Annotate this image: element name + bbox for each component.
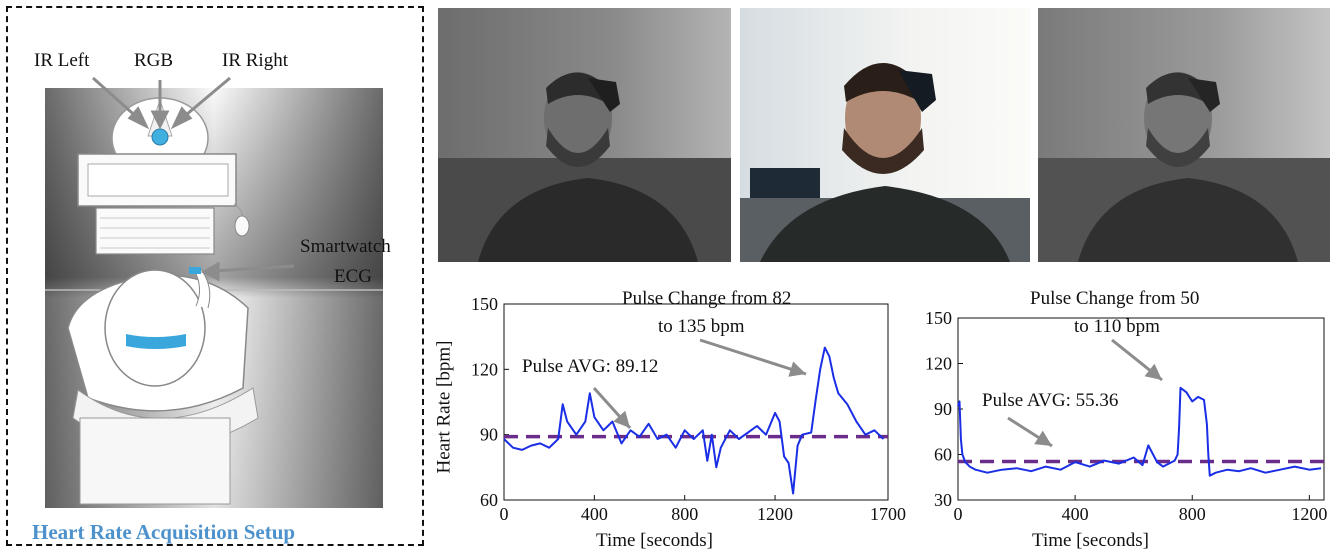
mouse-icon [234,215,250,237]
chart-2-xtick-label: 800 [1179,504,1206,524]
chart-1-xlabel: Time [seconds] [596,530,713,551]
chart-2-avg-label: Pulse AVG: 55.36 [982,390,1119,411]
chart-1-ytick-label: 150 [471,294,498,314]
headband-icon [126,334,186,349]
setup-title: Heart Rate Acquisition Setup [32,520,296,544]
chart-1-xtick-label: 0 [500,504,509,524]
chart-2-svg: 0 400 800 1200 30 60 90 120 150 [925,308,1327,524]
desk-seat [79,417,231,505]
photo-ir-left [438,8,731,262]
chart-2-xtick-label: 0 [954,504,963,524]
chart-1-xtick-label: 1200 [757,504,793,524]
chart-1-ylabel: Heart Rate [bpm] [433,340,455,474]
chart-2-ytick-label: 60 [934,445,952,465]
chart-1-ytick-label: 120 [471,359,498,379]
chart-1-xtick-label: 400 [581,504,608,524]
chart-1-svg: 0 400 800 1200 1700 60 90 120 150 [471,294,906,524]
chart-1-change-arrow-head [788,361,806,377]
chart-1-change-line2: to 135 bpm [658,316,745,337]
chart-1-ytick-label: 60 [480,490,498,510]
chart-1-avg-arrow-head [613,410,630,428]
chart-1-axes [503,303,889,501]
chart-1-avg-label: Pulse AVG: 89.12 [522,356,659,377]
chart-1-series-line [503,346,885,495]
ir-right-label: IR Right [222,50,288,71]
chart-1-change-arrow [699,338,807,376]
chart-2-change-arrow-head [1144,363,1162,380]
person-head [104,269,206,387]
chart-2-change-line2: to 110 bpm [1074,316,1160,337]
chart-1-ytick-label: 90 [480,425,498,445]
ecg-label: ECG [334,266,372,287]
heart-rate-chart-1: 0 400 800 1200 1700 60 90 120 150 Pulse Change f… [433,278,912,559]
chart-1-xtick-label: 1700 [870,504,906,524]
photo-ir-right [1038,8,1330,262]
chart-2-ytick-label: 150 [925,308,952,328]
heart-rate-chart-2: 0 400 800 1200 30 60 90 120 150 Pulse Change fro… [918,278,1334,559]
chart-2-series-line [957,386,1322,477]
chart-2-change-line1: Pulse Change from 50 [1030,288,1200,309]
ir-left-label: IR Left [34,50,90,71]
chart-2-ytick-label: 90 [934,399,952,419]
smartwatch-icon [189,267,201,274]
chart-1-xtick-label: 800 [671,504,698,524]
chart-2-xlabel: Time [seconds] [1032,530,1149,551]
chart-2-ytick-label: 30 [934,490,952,510]
chart-2-xtick-label: 400 [1062,504,1089,524]
smartwatch-label: Smartwatch [300,236,391,257]
rgb-camera-icon [151,128,169,146]
chart-2-avg-arrow-head [1034,430,1052,446]
chart-2-xtick-label: 1200 [1291,504,1327,524]
photo-rgb [740,8,1030,262]
rgb-label: RGB [134,50,174,71]
setup-diagram [45,76,383,508]
chart-2-ytick-label: 120 [925,354,952,374]
chart-1-change-line1: Pulse Change from 82 [622,288,792,309]
keyboard [95,207,215,255]
setup-panel: IR Left RGB IR Right Smartwatch ECG Hear… [6,6,424,546]
